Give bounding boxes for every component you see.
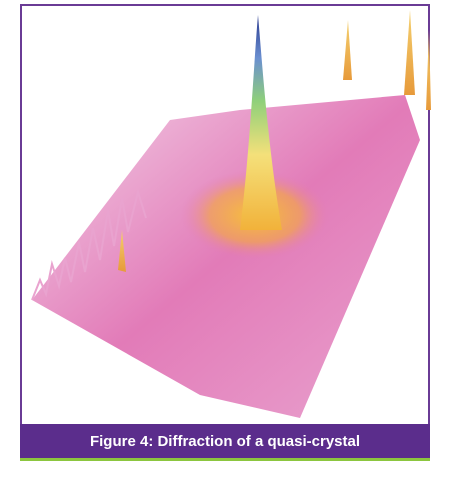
diffraction-image — [0, 0, 449, 424]
spike — [426, 30, 431, 110]
figure-caption: Figure 4: Diffraction of a quasi-crystal — [20, 424, 430, 458]
caption-rule — [20, 458, 430, 461]
spike — [343, 20, 352, 80]
surface — [32, 95, 420, 418]
page: {"figure": {"caption": "Figure 4: Diffra… — [0, 0, 449, 485]
spike — [404, 10, 415, 95]
